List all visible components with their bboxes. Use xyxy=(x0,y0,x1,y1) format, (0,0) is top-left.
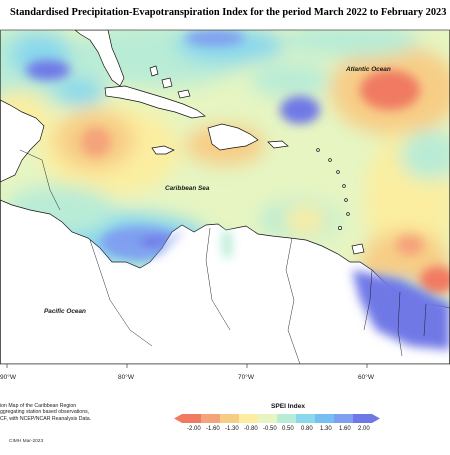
island xyxy=(346,212,350,216)
island xyxy=(328,158,332,162)
lon-label-60w: 60°W xyxy=(358,374,374,381)
cuba xyxy=(104,85,206,119)
legend-swatch xyxy=(174,414,201,423)
hispaniola xyxy=(207,123,259,151)
yucatan xyxy=(0,99,45,183)
landmasses xyxy=(0,30,450,364)
legend-tick-label: 2.00 xyxy=(358,426,370,432)
legend-tick-label: 1.30 xyxy=(320,426,332,432)
legend-swatch xyxy=(315,414,335,423)
island xyxy=(344,198,348,202)
bahamas-isle xyxy=(177,89,191,99)
lon-label-80w: 80°W xyxy=(118,374,134,381)
borders xyxy=(19,149,427,364)
island xyxy=(338,226,342,230)
island xyxy=(342,184,346,188)
legend-tick-label: 0.50 xyxy=(282,426,294,432)
island xyxy=(316,148,320,152)
legend-swatch xyxy=(296,414,316,423)
legend-swatch xyxy=(277,414,297,423)
puerto-rico xyxy=(267,140,289,149)
legend-tick-label: 0.80 xyxy=(301,426,313,432)
spei-field xyxy=(0,30,450,364)
legend-swatch xyxy=(239,414,259,423)
legend-tick-label: -0.80 xyxy=(244,426,258,432)
note-line-1: ion Map of the Caribbean Region xyxy=(0,403,77,409)
lon-label-90w: 90°W xyxy=(0,374,16,381)
jamaica xyxy=(151,145,175,155)
legend-tick-label: -2.00 xyxy=(187,426,201,432)
atlantic-ocean-label: Atlantic Ocean xyxy=(346,66,391,73)
credit: CIMH Mar-2023 xyxy=(9,439,44,444)
map-title: Standardised Precipitation-Evapotranspir… xyxy=(10,7,447,18)
bahamas-isle xyxy=(161,77,173,89)
legend-swatch xyxy=(258,414,278,423)
pacific-ocean-label: Pacific Ocean xyxy=(44,308,86,315)
legend-swatch xyxy=(334,414,354,423)
legend-colorbar xyxy=(174,414,380,423)
legend-tick-label: -0.50 xyxy=(263,426,277,432)
legend-title: SPEI Index xyxy=(270,403,306,410)
bahamas-isle xyxy=(149,65,159,77)
legend-tick-label: -1.30 xyxy=(225,426,239,432)
note-line-3: CF, with NCEP/NCAR Reanalysis Data. xyxy=(0,415,92,422)
caribbean-sea-label: Caribbean Sea xyxy=(165,185,210,192)
legend-tick-label: 1.60 xyxy=(339,426,351,432)
lon-label-70w: 70°W xyxy=(238,374,254,381)
lon-ticks xyxy=(6,364,368,368)
legend-swatch xyxy=(220,414,240,423)
legend-swatch xyxy=(201,414,221,423)
note-line-2: ggregating station based observations, xyxy=(0,409,90,416)
map-notes: ion Map of the Caribbean Region ggregati… xyxy=(0,403,91,422)
legend-swatch xyxy=(353,414,380,423)
legend-tick-label: -1.60 xyxy=(206,426,220,432)
trinidad xyxy=(351,243,365,255)
island xyxy=(336,170,340,174)
florida xyxy=(74,30,125,87)
